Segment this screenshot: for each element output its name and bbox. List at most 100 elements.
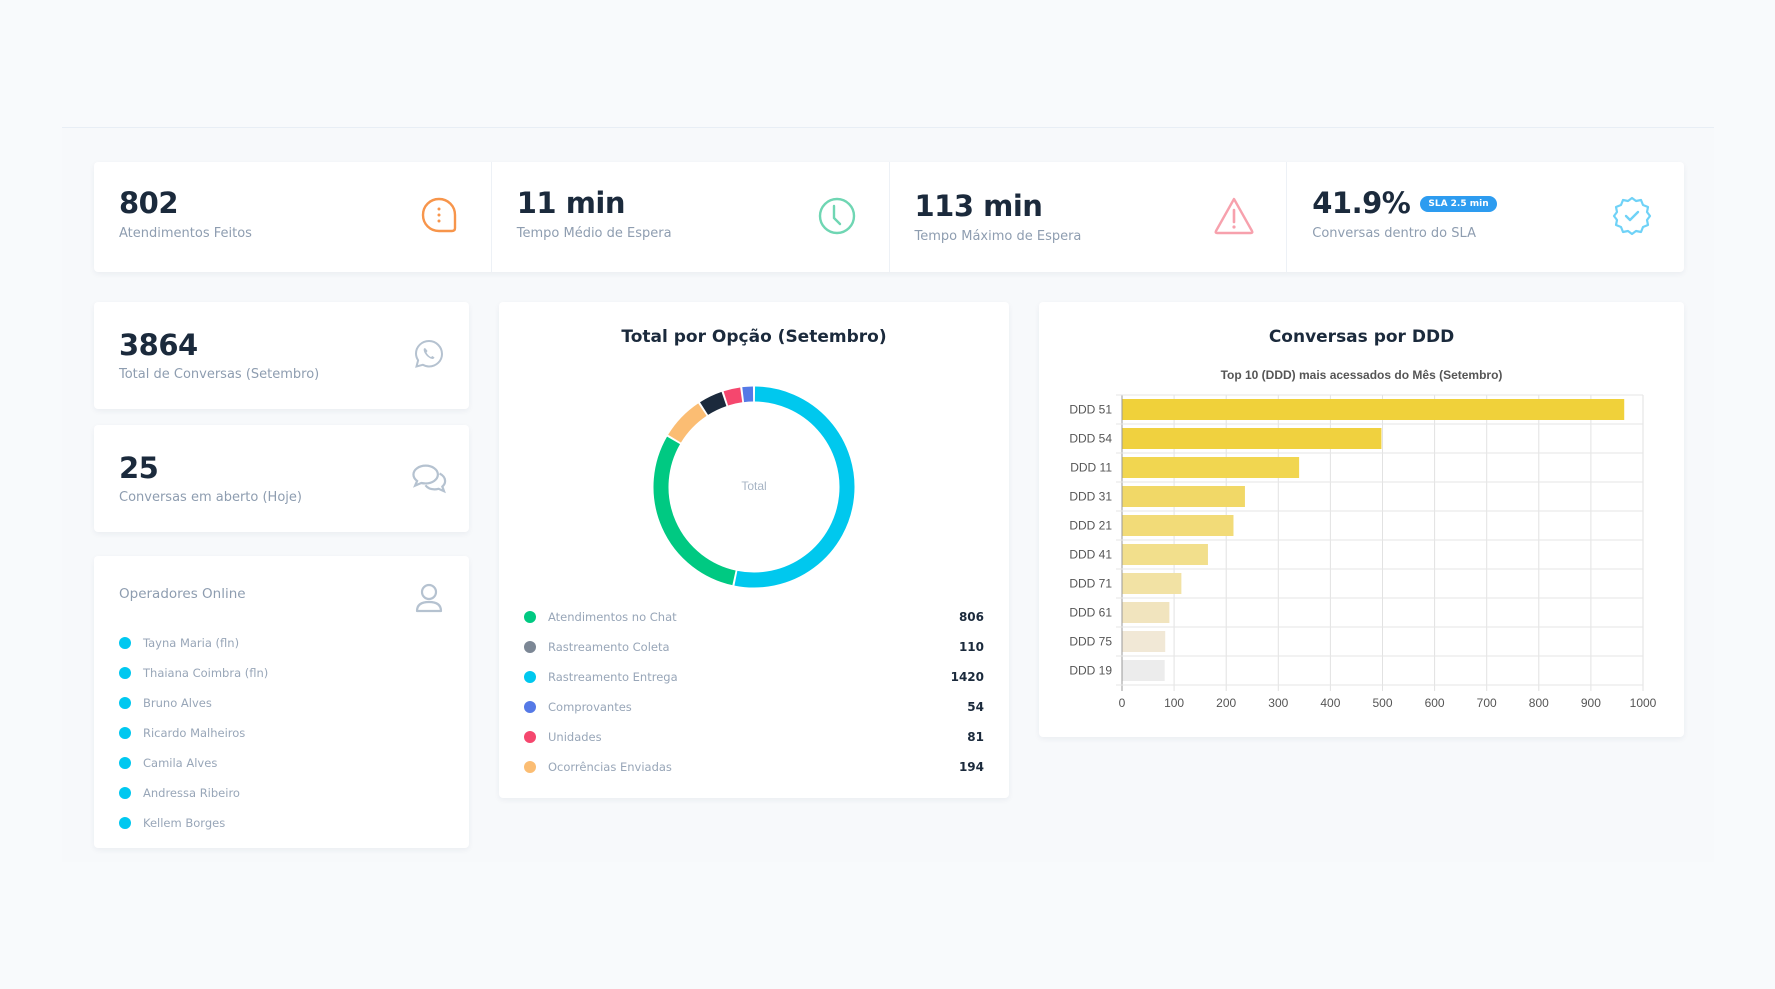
legend-color-dot (524, 731, 536, 743)
kpi-label: Tempo Máximo de Espera (914, 228, 1082, 244)
donut-slice-rastreamento-entrega[interactable] (734, 386, 855, 588)
bar-ddd-11[interactable] (1122, 457, 1300, 478)
x-tick-label: 500 (1372, 696, 1392, 710)
donut-chart-title: Total por Opção (Setembro) (621, 327, 887, 347)
kpi-value: 41.9% SLA 2.5 min (1312, 187, 1684, 220)
kpi-label: Tempo Médio de Espera (516, 225, 672, 241)
bar-chart-card-title: Conversas por DDD (1268, 327, 1455, 347)
kpi-sla: 41.9% SLA 2.5 min Conversas dentro do SL… (1287, 162, 1684, 272)
x-tick-label: 0 (1119, 696, 1126, 710)
operadores-online-card: Operadores Online Tayna Maria (fln) Thai… (94, 556, 469, 848)
legend-item[interactable]: Rastreamento Entrega 1420 (524, 662, 984, 692)
legend-color-dot (524, 671, 536, 683)
bar-ddd-75[interactable] (1122, 631, 1166, 652)
donut-slice-comprovantes[interactable] (742, 386, 754, 403)
total-conversas-value: 3864 (119, 328, 198, 362)
bar-ddd-31[interactable] (1122, 486, 1245, 507)
sla-badge: SLA 2.5 min (1420, 195, 1497, 213)
y-tick-label: DDD 41 (1069, 548, 1112, 562)
x-tick-label: 700 (1477, 696, 1497, 710)
conversas-por-ddd-card: Conversas por DDD Top 10 (DDD) mais aces… (1039, 302, 1684, 737)
operator-item[interactable]: Bruno Alves (119, 688, 268, 718)
online-status-dot (119, 727, 131, 739)
legend-label: Atendimentos no Chat (548, 610, 677, 624)
operator-item[interactable]: Andressa Ribeiro (119, 778, 268, 808)
x-tick-label: 400 (1320, 696, 1340, 710)
kpi-label: Atendimentos Feitos (119, 225, 252, 241)
operator-item[interactable]: Ricardo Malheiros (119, 718, 268, 748)
y-tick-label: DDD 54 (1069, 432, 1112, 446)
bar-ddd-51[interactable] (1122, 399, 1625, 420)
donut-slice-atendimentos-no-chat[interactable] (653, 436, 736, 586)
operator-item[interactable]: Thaiana Coimbra (fln) (119, 658, 268, 688)
chat-bubble-dots-icon (421, 197, 456, 233)
operator-name: Kellem Borges (143, 816, 226, 830)
x-tick-label: 300 (1268, 696, 1288, 710)
bar-ddd-71[interactable] (1122, 573, 1182, 594)
y-tick-label: DDD 71 (1069, 577, 1112, 591)
x-tick-label: 600 (1425, 696, 1445, 710)
operator-name: Bruno Alves (143, 696, 212, 710)
chat-bubbles-icon (412, 464, 447, 494)
kpi-value: 802 (119, 186, 179, 220)
legend-color-dot (524, 701, 536, 713)
kpi-label: Conversas dentro do SLA (1312, 225, 1476, 241)
whatsapp-icon (414, 339, 444, 368)
y-tick-label: DDD 61 (1069, 606, 1112, 620)
total-conversas-label: Total de Conversas (Setembro) (119, 367, 320, 382)
bar-chart: DDD 51 DDD 54 DDD 11 DDD 31 DDD 21 DDD 41 DDD … (1069, 394, 1657, 710)
legend-value: 1420 (950, 670, 984, 684)
x-tick-label: 100 (1164, 696, 1184, 710)
online-status-dot (119, 637, 131, 649)
operator-name: Tayna Maria (fln) (143, 636, 240, 650)
y-tick-label: DDD 19 (1069, 664, 1112, 678)
operators-list: Tayna Maria (fln) Thaiana Coimbra (fln) … (119, 628, 268, 838)
legend-color-dot (524, 761, 536, 773)
kpi-value: 11 min (516, 186, 626, 220)
legend-item[interactable]: Comprovantes 54 (524, 692, 984, 722)
y-tick-label: DDD 21 (1069, 519, 1112, 533)
operadores-title: Operadores Online (119, 586, 246, 602)
conversas-abertas-card: 25 Conversas em aberto (Hoje) (94, 425, 469, 532)
operator-item[interactable]: Kellem Borges (119, 808, 268, 838)
bar-ddd-61[interactable] (1122, 602, 1170, 623)
y-tick-label: DDD 11 (1070, 461, 1112, 475)
online-status-dot (119, 787, 131, 799)
user-icon (415, 583, 443, 613)
operator-name: Andressa Ribeiro (143, 786, 240, 800)
legend-value: 54 (967, 700, 984, 714)
bar-ddd-54[interactable] (1122, 428, 1382, 449)
y-tick-label: DDD 51 (1069, 403, 1112, 417)
operator-name: Camila Alves (143, 756, 218, 770)
x-tick-label: 800 (1529, 696, 1549, 710)
operator-name: Ricardo Malheiros (143, 726, 246, 740)
legend-label: Rastreamento Coleta (548, 640, 670, 654)
donut-slice-ocorrencias-enviadas[interactable] (668, 403, 707, 443)
bar-ddd-19[interactable] (1122, 660, 1165, 681)
kpi-tempo-medio: 11 min Tempo Médio de Espera (492, 162, 890, 272)
legend-color-dot (524, 611, 536, 623)
bar-ddd-41[interactable] (1122, 544, 1208, 565)
online-status-dot (119, 757, 131, 769)
legend-item[interactable]: Atendimentos no Chat 806 (524, 602, 984, 632)
online-status-dot (119, 817, 131, 829)
legend-item[interactable]: Ocorrências Enviadas 194 (524, 752, 984, 782)
legend-color-dot (524, 641, 536, 653)
legend-item[interactable]: Unidades 81 (524, 722, 984, 752)
operator-item[interactable]: Tayna Maria (fln) (119, 628, 268, 658)
kpi-strip: 802 Atendimentos Feitos 11 min Tempo Méd… (94, 162, 1684, 272)
donut-chart: Total (653, 386, 855, 588)
kpi-tempo-maximo: 113 min Tempo Máximo de Espera (890, 162, 1288, 272)
bar-ddd-21[interactable] (1122, 515, 1234, 536)
operator-item[interactable]: Camila Alves (119, 748, 268, 778)
clock-icon (818, 197, 855, 235)
online-status-dot (119, 697, 131, 709)
operator-name: Thaiana Coimbra (fln) (143, 666, 269, 680)
donut-slice-rastreamento-coleta[interactable] (700, 391, 727, 415)
kpi-value: 113 min (914, 189, 1043, 223)
kpi-atendimentos-feitos: 802 Atendimentos Feitos (94, 162, 492, 272)
donut-slice-unidades[interactable] (723, 387, 743, 406)
conversas-abertas-value: 25 (119, 451, 159, 485)
legend-item[interactable]: Rastreamento Coleta 110 (524, 632, 984, 662)
legend-value: 81 (967, 730, 984, 744)
